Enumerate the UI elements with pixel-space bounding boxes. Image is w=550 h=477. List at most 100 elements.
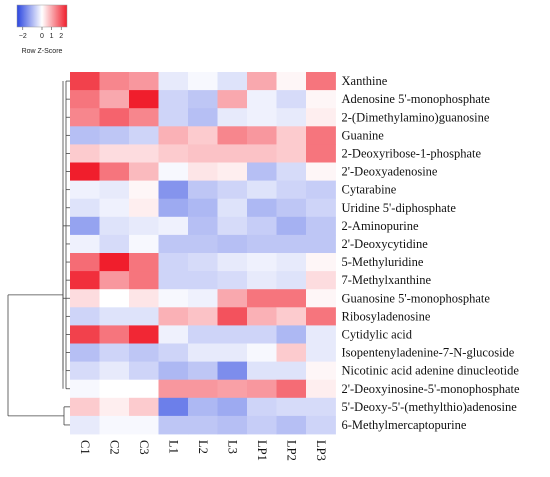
heatmap-cell: [70, 198, 100, 218]
heatmap-cell: [70, 144, 100, 163]
heatmap-cell: [99, 361, 130, 381]
heatmap-cell: [129, 253, 159, 272]
column-label: C2: [107, 440, 121, 455]
color-key-tick-label: −2: [19, 33, 27, 40]
heatmap-cell: [129, 271, 159, 290]
heatmap-cell: [217, 72, 248, 91]
heatmap-cell: [129, 307, 159, 326]
row-label: Adenosine 5'-monophosphate: [342, 92, 491, 106]
row-label: Cytidylic acid: [342, 327, 413, 341]
row-label: 2'-Deoxyinosine-5'-monophosphate: [342, 382, 521, 396]
heatmap-cell: [188, 361, 218, 381]
heatmap-cell: [188, 307, 218, 326]
heatmap-cell: [70, 90, 100, 109]
heatmap-cell: [247, 325, 277, 344]
heatmap-cell: [306, 162, 336, 181]
color-key-tick-label: 0: [40, 33, 44, 40]
heatmap-cells: [70, 72, 336, 435]
heatmap-cell: [158, 289, 189, 308]
row-label: 5'-Deoxy-5'-(methylthio)adenosine: [342, 400, 518, 414]
heatmap-cell: [188, 379, 218, 399]
heatmap-cell: [217, 144, 248, 163]
column-label: L1: [166, 440, 180, 454]
heatmap-cell: [99, 180, 130, 200]
heatmap-cell: [99, 144, 130, 163]
row-label: Guanine: [342, 128, 385, 142]
heatmap-cell: [306, 144, 336, 163]
heatmap-cell: [99, 307, 130, 326]
heatmap-cell: [99, 289, 130, 308]
heatmap-cell: [306, 234, 336, 254]
column-label: L2: [196, 440, 210, 454]
heatmap-cell: [276, 216, 307, 236]
heatmap-cell: [99, 379, 130, 399]
row-label: Ribosyladenosine: [342, 309, 431, 323]
heatmap-cell: [276, 108, 307, 127]
heatmap-cell: [276, 379, 307, 399]
heatmap-cell: [276, 271, 307, 290]
heatmap-cell: [70, 108, 100, 127]
heatmap-cell: [158, 198, 189, 218]
heatmap-cell: [247, 90, 277, 109]
heatmap-cell: [158, 144, 189, 163]
row-label: 7-Methylxanthine: [342, 273, 432, 287]
column-labels: C1 C2 C3 L1 L2 L3 LP1 LP2 LP3: [78, 440, 328, 461]
heatmap-cell: [217, 379, 248, 399]
heatmap-cell: [217, 361, 248, 381]
heatmap-cell: [276, 90, 307, 109]
row-label: Cytarabine: [342, 183, 397, 197]
heatmap-cell: [217, 90, 248, 109]
heatmap-cell: [306, 180, 336, 200]
heatmap-cell: [306, 216, 336, 236]
heatmap-cell: [276, 415, 307, 435]
heatmap-cell: [276, 144, 307, 163]
column-label: LP2: [284, 440, 298, 461]
heatmap-cell: [129, 325, 159, 344]
heatmap-cell: [247, 144, 277, 163]
heatmap-cell: [247, 343, 277, 362]
color-key-ticks: −2 0 1 2: [19, 27, 63, 40]
heatmap-cell: [217, 271, 248, 290]
row-label: Guanosine 5'-monophosphate: [342, 291, 491, 305]
heatmap-cell: [306, 271, 336, 290]
heatmap-cell: [217, 108, 248, 127]
heatmap-cell: [129, 198, 159, 218]
heatmap-cell: [70, 343, 100, 362]
heatmap-cell: [129, 180, 159, 200]
heatmap-cell: [158, 126, 189, 145]
heatmap-cell: [247, 180, 277, 200]
heatmap-cell: [99, 415, 130, 435]
heatmap-cell: [188, 343, 218, 362]
heatmap-cell: [188, 325, 218, 344]
heatmap-cell: [158, 108, 189, 127]
heatmap-cell: [276, 162, 307, 181]
heatmap-cell: [247, 162, 277, 181]
heatmap-cell: [158, 361, 189, 381]
heatmap-cell: [306, 126, 336, 145]
row-label: 2'-Deoxycytidine: [342, 237, 429, 251]
heatmap-cell: [306, 72, 336, 91]
color-key-label: Row Z-Score: [22, 48, 63, 55]
row-label: Uridine 5'-diphosphate: [342, 201, 457, 215]
heatmap-cell: [276, 126, 307, 145]
heatmap-cell: [188, 144, 218, 163]
heatmap-cell: [276, 253, 307, 272]
heatmap-cell: [99, 397, 130, 417]
heatmap-cell: [99, 198, 130, 218]
heatmap-cell: [188, 397, 218, 417]
heatmap-cell: [247, 397, 277, 417]
column-label: LP3: [314, 440, 328, 461]
row-label: 2-Deoxyribose-1-phosphate: [342, 146, 482, 160]
heatmap-cell: [129, 90, 159, 109]
color-key: −2 0 1 2 Row Z-Score: [16, 4, 68, 55]
color-key-tick-label: 1: [50, 33, 54, 40]
heatmap-cell: [70, 180, 100, 200]
heatmap-cell: [276, 72, 307, 91]
heatmap-cell: [217, 126, 248, 145]
heatmap-cell: [129, 108, 159, 127]
heatmap-cell: [188, 234, 218, 254]
heatmap-cell: [306, 325, 336, 344]
heatmap-cell: [70, 289, 100, 308]
heatmap-cell: [306, 361, 336, 381]
heatmap-cell: [158, 271, 189, 290]
